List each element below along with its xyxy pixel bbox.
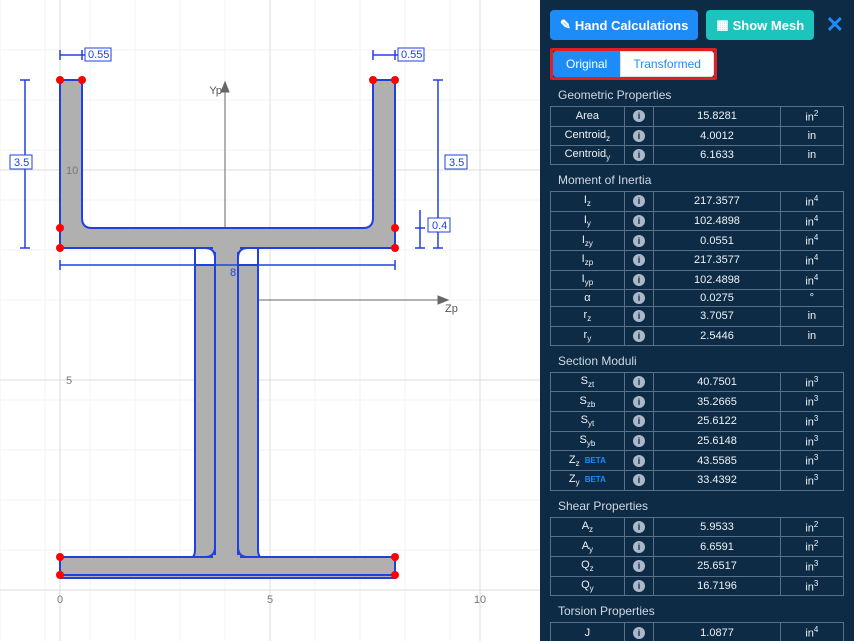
show-mesh-button[interactable]: ▦ Show Mesh — [706, 10, 814, 40]
tabs: Original Transformed — [550, 48, 717, 80]
table-row: Ayi6.6591in2 — [551, 537, 844, 557]
info-icon[interactable]: i — [633, 195, 645, 207]
info-icon[interactable]: i — [633, 396, 645, 408]
info-icon[interactable]: i — [633, 521, 645, 533]
info-icon[interactable]: i — [633, 254, 645, 266]
geometric-table: Areai15.8281in2Centroidzi4.0012inCentroi… — [550, 106, 844, 165]
close-icon[interactable]: ✕ — [826, 12, 844, 38]
info-icon[interactable]: i — [633, 541, 645, 553]
table-row: Syti25.6122in3 — [551, 412, 844, 432]
moment-table: Izi217.3577in4Iyi102.4898in4Izyi0.0551in… — [550, 191, 844, 346]
table-row: Szti40.7501in3 — [551, 372, 844, 392]
table-row: Azi5.9533in2 — [551, 517, 844, 537]
hand-calc-label: Hand Calculations — [575, 18, 688, 33]
dim-top-right: 0.55 — [401, 49, 422, 61]
y-tick-10: 10 — [66, 165, 78, 177]
table-row: Zz BETAi43.5585in3 — [551, 451, 844, 471]
table-row: Areai15.8281in2 — [551, 107, 844, 127]
table-row: Zy BETAi33.4392in3 — [551, 470, 844, 490]
table-row: Izpi217.3577in4 — [551, 251, 844, 271]
dim-h: 8 — [230, 267, 236, 279]
axis-label-yp: Yp — [209, 85, 222, 97]
table-row: ryi2.5446in — [551, 326, 844, 345]
grid-icon: ▦ — [716, 17, 728, 33]
x-tick-0: 0 — [57, 594, 63, 606]
axis-label-zp: Zp — [445, 303, 458, 315]
info-icon[interactable]: i — [633, 215, 645, 227]
torsion-table: Ji1.0877in4ri0.598inIwi1139.38in6 — [550, 622, 844, 641]
info-icon[interactable]: i — [633, 580, 645, 592]
table-row: Iyi102.4898in4 — [551, 211, 844, 231]
tab-transformed[interactable]: Transformed — [620, 51, 714, 77]
table-row: Centroidyi6.1633in — [551, 145, 844, 164]
table-row: Sybi25.6148in3 — [551, 431, 844, 451]
info-icon[interactable]: i — [633, 455, 645, 467]
table-row: rzi3.7057in — [551, 307, 844, 326]
info-icon[interactable]: i — [633, 292, 645, 304]
moduli-table: Szti40.7501in3Szbi35.2665in3Syti25.6122i… — [550, 372, 844, 491]
torsion-title: Torsion Properties — [558, 604, 844, 618]
info-icon[interactable]: i — [633, 274, 645, 286]
info-icon[interactable]: i — [633, 435, 645, 447]
info-icon[interactable]: i — [633, 560, 645, 572]
table-row: Qyi16.7196in3 — [551, 576, 844, 596]
info-icon[interactable]: i — [633, 235, 645, 247]
info-icon[interactable]: i — [633, 376, 645, 388]
table-row: Ji1.0877in4 — [551, 623, 844, 641]
shear-title: Shear Properties — [558, 499, 844, 513]
moduli-title: Section Moduli — [558, 354, 844, 368]
info-icon[interactable]: i — [633, 627, 645, 639]
shear-table: Azi5.9533in2Ayi6.6591in2Qzi25.6517in3Qyi… — [550, 517, 844, 597]
table-row: αi0.0275° — [551, 290, 844, 307]
hand-calculations-button[interactable]: ✎ Hand Calculations — [550, 10, 698, 40]
moment-title: Moment of Inertia — [558, 173, 844, 187]
dim-right: 3.5 — [449, 157, 464, 169]
info-icon[interactable]: i — [633, 149, 645, 161]
table-row: Centroidzi4.0012in — [551, 126, 844, 145]
info-icon[interactable]: i — [633, 415, 645, 427]
x-tick-5: 5 — [267, 594, 273, 606]
dim-left: 3.5 — [14, 157, 29, 169]
table-row: Izi217.3577in4 — [551, 192, 844, 212]
table-row: Iypi102.4898in4 — [551, 270, 844, 290]
dim-mid: 0.4 — [432, 220, 447, 232]
info-icon[interactable]: i — [633, 110, 645, 122]
section-canvas: Yp Zp C — [0, 0, 540, 641]
y-tick-5: 5 — [66, 375, 72, 387]
table-row: Szbi35.2665in3 — [551, 392, 844, 412]
info-icon[interactable]: i — [633, 330, 645, 342]
x-tick-10: 10 — [474, 594, 486, 606]
properties-panel: ✎ Hand Calculations ▦ Show Mesh ✕ Origin… — [540, 0, 854, 641]
dim-top-left: 0.55 — [88, 49, 109, 61]
table-row: Izyi0.0551in4 — [551, 231, 844, 251]
geometric-title: Geometric Properties — [558, 88, 844, 102]
info-icon[interactable]: i — [633, 130, 645, 142]
show-mesh-label: Show Mesh — [733, 18, 805, 33]
info-icon[interactable]: i — [633, 474, 645, 486]
info-icon[interactable]: i — [633, 310, 645, 322]
pencil-icon: ✎ — [560, 17, 571, 33]
table-row: Qzi25.6517in3 — [551, 556, 844, 576]
tab-original[interactable]: Original — [553, 51, 620, 77]
